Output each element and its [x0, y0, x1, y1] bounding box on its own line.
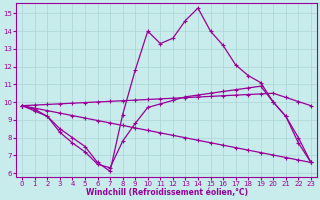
X-axis label: Windchill (Refroidissement éolien,°C): Windchill (Refroidissement éolien,°C)	[85, 188, 248, 197]
